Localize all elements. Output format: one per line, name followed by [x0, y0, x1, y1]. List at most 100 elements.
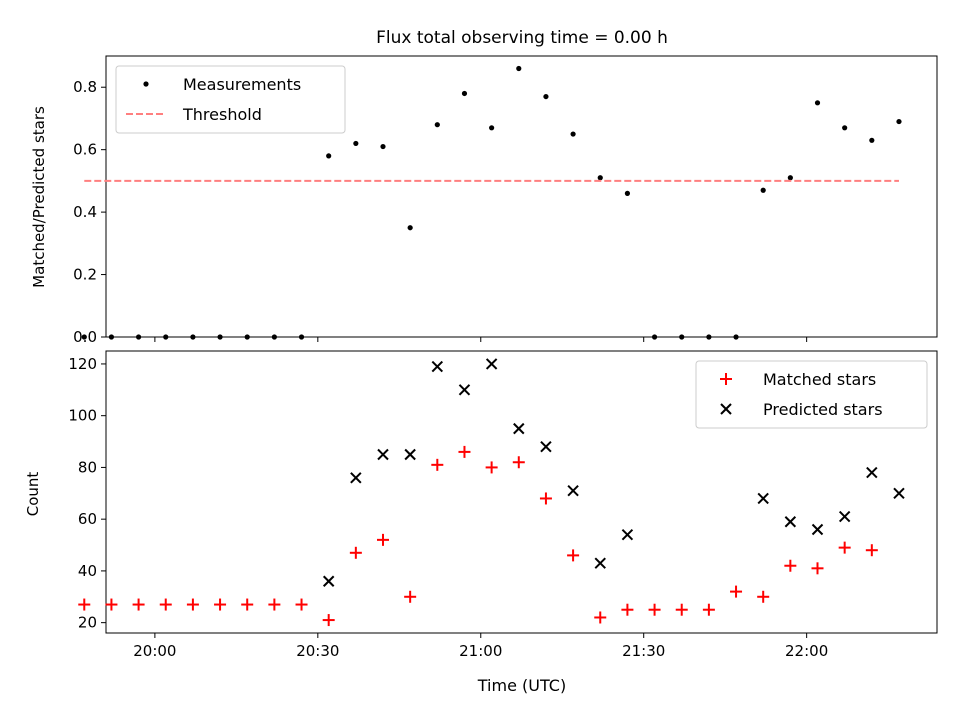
panel-bottom-y-tick-label: 40	[78, 562, 97, 580]
measurement-point	[217, 334, 223, 340]
x-tick-label: 21:00	[459, 642, 502, 660]
panel-top-x-ticks	[154, 337, 808, 342]
panel-bottom-y-tick-label: 20	[78, 614, 97, 632]
matched-star-point	[594, 611, 607, 624]
predicted-star-point	[757, 492, 769, 505]
x-tick-label: 21:30	[622, 642, 665, 660]
matched-star-point	[811, 562, 824, 575]
panel-bottom-y-ticks: 20 40 60 80 100 120	[68, 355, 106, 632]
matched-star-point	[322, 614, 335, 627]
measurement-point	[108, 334, 115, 340]
legend-predicted-label: Predicted stars	[763, 400, 883, 419]
matched-star-point	[132, 598, 145, 611]
measurement-point	[814, 100, 821, 106]
measurement-point	[651, 334, 658, 340]
measurement-point	[706, 334, 712, 340]
matched-star-point	[838, 541, 851, 554]
predicted-star-point	[458, 384, 471, 396]
measurement-point	[679, 334, 685, 340]
matched-star-point	[159, 598, 172, 611]
matched-star-point	[241, 598, 254, 611]
measurement-point	[81, 334, 87, 340]
predicted-star-point	[377, 448, 389, 461]
panel-bottom-x-ticks: 20:00 20:30 21:00 21:30 22:00	[133, 633, 828, 660]
predicted-star-point	[866, 466, 878, 479]
measurement-point	[380, 143, 386, 150]
measurement-point	[869, 137, 875, 143]
measurement-point	[298, 334, 305, 340]
x-tick-label: 20:30	[296, 642, 339, 660]
panel-top-y-tick-label: 0.2	[73, 266, 97, 284]
panel-bottom-y-tick-label: 100	[68, 407, 97, 425]
matched-star-point	[78, 598, 91, 611]
matched-star-point	[268, 598, 281, 611]
panel-bottom-y-tick-label: 120	[68, 355, 97, 373]
measurement-point	[842, 125, 848, 131]
measurement-point	[190, 334, 196, 340]
measurement-point	[407, 225, 413, 231]
predicted-star-point	[567, 484, 579, 497]
predicted-star-point	[811, 523, 824, 536]
x-tick-label: 22:00	[785, 642, 828, 660]
chart-title: Flux total observing time = 0.00 h	[376, 28, 668, 48]
matched-star-point	[512, 456, 525, 469]
panel-bottom-legend-box	[695, 360, 928, 429]
panel-top-y-axis-label: Matched/Predicted stars	[30, 106, 48, 288]
matched-star-point	[349, 546, 362, 559]
panel-bottom-plot-area	[78, 358, 905, 627]
predicted-star-point	[621, 528, 634, 541]
measurement-point	[135, 334, 142, 340]
matched-star-point	[621, 603, 634, 616]
legend-measurements-marker	[143, 81, 149, 87]
predicted-star-point	[431, 360, 444, 373]
panel-top-frame	[105, 55, 938, 338]
predicted-star-point	[838, 510, 851, 523]
measurement-point	[489, 125, 495, 131]
matched-star-point	[377, 533, 389, 546]
panel-top: 0.00.20.40.60.8 Matched/Predicted stars …	[30, 55, 938, 346]
predicted-star-point	[404, 448, 416, 461]
measurement-point	[271, 334, 277, 340]
measurement-point	[163, 334, 169, 340]
measurement-point	[597, 175, 603, 181]
matched-star-point	[404, 590, 417, 603]
panel-top-y-tick-label: 0.8	[73, 78, 97, 96]
legend-matched-marker	[720, 373, 732, 385]
measurement-point	[461, 90, 468, 97]
measurement-point	[896, 118, 902, 125]
matched-star-point	[865, 544, 878, 557]
legend-predicted-marker	[720, 403, 732, 415]
measurement-point	[543, 93, 549, 100]
panel-bottom-y-axis-label: Count	[24, 472, 42, 517]
matched-star-point	[784, 559, 797, 572]
matched-star-point	[458, 445, 471, 458]
panel-top-plot-area	[81, 65, 902, 340]
panel-top-y-tick-label: 0.6	[73, 141, 97, 159]
measurement-point	[434, 122, 440, 128]
panel-top-y-ticks: 0.00.20.40.60.8	[73, 78, 106, 346]
matched-star-point	[757, 590, 770, 603]
panel-top-legend: Measurements Threshold	[115, 65, 346, 134]
measurement-point	[353, 140, 359, 147]
panel-bottom-y-tick-label: 60	[78, 510, 97, 528]
measurement-point	[787, 175, 793, 181]
measurement-point	[733, 334, 739, 340]
panel-top-legend-box	[115, 65, 346, 134]
predicted-star-point	[485, 358, 498, 370]
panel-bottom-y-tick-label: 80	[78, 458, 97, 476]
legend-measurements-label: Measurements	[183, 75, 301, 94]
panel-bottom-legend: Matched stars Predicted stars	[695, 360, 928, 429]
measurement-point	[244, 334, 250, 340]
matched-star-point	[675, 603, 688, 616]
panel-bottom-frame	[105, 350, 938, 634]
predicted-star-point	[594, 557, 606, 569]
panel-bottom: 20 40 60 80 100 120 20:00 20:30 21:00 21:30 22:00…	[24, 350, 938, 695]
matched-star-point	[702, 603, 715, 616]
measurement-point	[570, 131, 576, 137]
measurement-point	[326, 153, 332, 159]
measurement-point	[760, 187, 766, 193]
panel-top-y-tick-label: 0.4	[73, 203, 97, 221]
matched-star-point	[485, 461, 498, 474]
measurement-point	[516, 65, 522, 72]
legend-threshold-label: Threshold	[182, 105, 262, 124]
